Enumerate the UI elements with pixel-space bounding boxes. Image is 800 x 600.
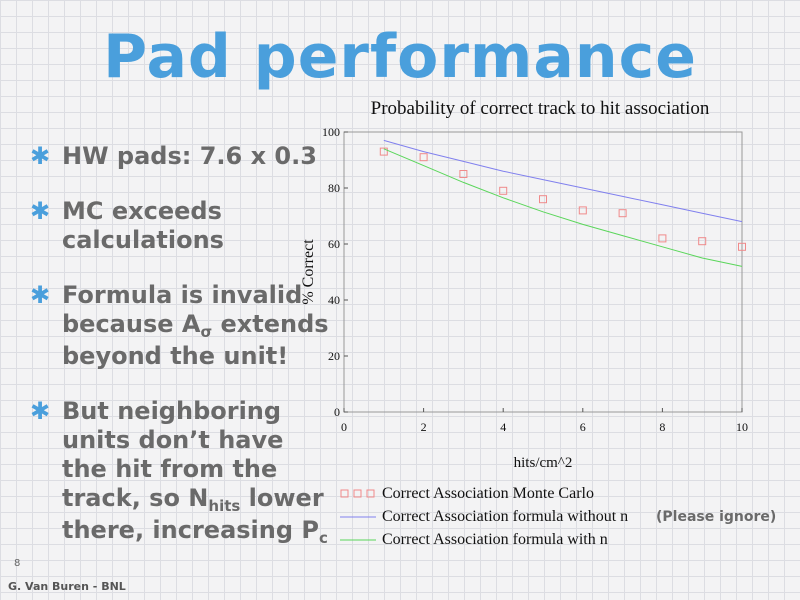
legend-item: Correct Association formula without n xyxy=(340,505,628,528)
asterisk-bullet-icon: ✱ xyxy=(30,142,51,170)
x-axis-label: hits/cm^2 xyxy=(514,455,573,471)
asterisk-bullet-icon: ✱ xyxy=(30,281,51,309)
legend-label: Correct Association Monte Carlo xyxy=(382,484,594,502)
data-point xyxy=(618,209,627,218)
bullet-item: ✱ MC exceeds calculations xyxy=(30,197,330,255)
asterisk-bullet-icon: ✱ xyxy=(30,197,51,225)
legend-item: Correct Association Monte Carlo xyxy=(340,482,628,505)
x-tick-label: 10 xyxy=(736,420,748,434)
asterisk-bullet-icon: ✱ xyxy=(30,397,51,425)
series-line xyxy=(383,139,743,223)
data-point xyxy=(738,242,746,251)
page-number: 8 xyxy=(14,558,21,569)
x-tick-label: 6 xyxy=(580,420,586,434)
bullet-item: ✱ But neighboring units don’t have the h… xyxy=(30,397,330,548)
subscript: hits xyxy=(208,497,241,515)
data-point xyxy=(459,170,468,178)
chart-legend: Correct Association Monte Carlo Correct … xyxy=(340,482,628,551)
bullet-item: ✱ Formula is invalid because Aσ extends … xyxy=(30,281,330,371)
subscript: c xyxy=(319,529,328,547)
bullet-text-part: lower there, increasing P xyxy=(62,484,324,544)
bullet-text-part: Formula is invalid because A xyxy=(62,281,303,338)
data-point xyxy=(658,234,667,243)
ignore-note: (Please ignore) xyxy=(656,509,777,525)
legend-marker-key xyxy=(340,489,375,497)
legend-label: Correct Association formula without n xyxy=(382,507,629,525)
bullet-text: HW pads: 7.6 x 0.3 xyxy=(62,142,317,170)
y-tick-label: 100 xyxy=(322,125,340,139)
slide-title: Pad performance xyxy=(103,22,697,92)
bullet-text: Formula is invalid because Aσ extends be… xyxy=(62,281,329,370)
bullet-text: But neighboring units don’t have the hit… xyxy=(62,397,328,547)
bullet-item: ✱ HW pads: 7.6 x 0.3 xyxy=(30,142,330,171)
y-tick-label: 0 xyxy=(334,405,340,419)
data-point xyxy=(539,195,547,204)
bullet-text-part: But neighboring units don’t have the hit… xyxy=(62,397,284,512)
bullet-text-part: extends beyond the unit! xyxy=(62,310,329,370)
bullet-text: MC exceeds calculations xyxy=(62,197,224,254)
data-point xyxy=(419,153,428,162)
subscript: σ xyxy=(200,323,213,341)
legend-line-key xyxy=(340,516,376,517)
series-line xyxy=(383,148,743,267)
x-tick-label: 4 xyxy=(500,420,506,434)
data-point xyxy=(698,237,707,246)
bullet-list: ✱ HW pads: 7.6 x 0.3 ✱ MC exceeds calcul… xyxy=(30,142,330,574)
chart-title: Probability of correct track to hit asso… xyxy=(370,98,710,119)
data-point xyxy=(578,206,587,215)
legend-label: Correct Association formula with n xyxy=(382,530,608,548)
x-tick-label: 2 xyxy=(421,420,427,434)
legend-item: Correct Association formula with n xyxy=(340,528,628,551)
plot-frame xyxy=(343,131,743,413)
data-point xyxy=(379,147,388,156)
x-tick-label: 0 xyxy=(341,420,347,434)
footer-author: G. Van Buren - BNL xyxy=(8,580,126,593)
data-point xyxy=(499,186,508,195)
legend-line-key xyxy=(340,539,376,540)
x-tick-label: 8 xyxy=(659,420,665,434)
